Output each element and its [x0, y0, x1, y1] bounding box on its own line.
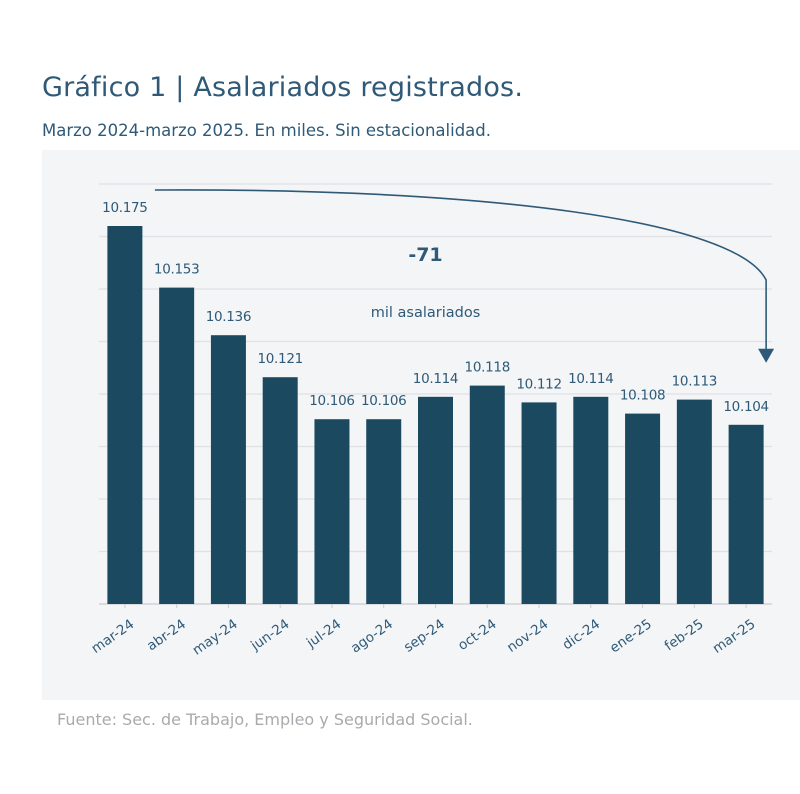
value-label-sep-24: 10.114	[413, 371, 458, 387]
bar-mar-25	[728, 424, 764, 604]
bar-ago-24	[366, 419, 402, 604]
x-tick-label-may-24: may-24	[190, 616, 241, 658]
annotation-arrow-head	[758, 348, 775, 363]
annotation-arrow-line	[154, 189, 767, 351]
value-label-mar-24: 10.175	[102, 200, 147, 216]
value-label-abr-24: 10.153	[154, 262, 199, 278]
annotation-value: -71	[408, 244, 442, 266]
bar-nov-24	[521, 402, 557, 604]
value-label-ago-24: 10.106	[361, 393, 406, 409]
bar-ene-25	[625, 413, 661, 604]
x-tick-label-ene-25: ene-25	[607, 616, 655, 656]
value-label-nov-24: 10.112	[516, 376, 561, 392]
value-label-feb-25: 10.113	[672, 374, 717, 390]
x-tick-label-dic-24: dic-24	[560, 616, 603, 653]
x-tick-label-jun-24: jun-24	[247, 616, 292, 654]
bar-mar-24	[107, 226, 143, 604]
annotation-label: mil asalariados	[371, 305, 481, 321]
value-label-ene-25: 10.108	[620, 388, 665, 404]
x-tick-label-nov-24: nov-24	[504, 616, 551, 656]
value-label-oct-24: 10.118	[465, 360, 510, 376]
x-tick-label-abr-24: abr-24	[144, 616, 189, 654]
value-label-jun-24: 10.121	[257, 351, 302, 367]
bar-abr-24	[159, 287, 195, 604]
bar-may-24	[210, 335, 246, 604]
bar-sep-24	[418, 396, 453, 604]
x-tick-label-ago-24: ago-24	[348, 616, 396, 656]
x-tick-label-oct-24: oct-24	[455, 616, 499, 654]
bar-feb-25	[676, 399, 712, 604]
value-label-jul-24: 10.106	[309, 393, 354, 409]
x-tick-label-mar-25: mar-25	[710, 616, 759, 657]
bar-jul-24	[314, 419, 350, 604]
source-note: Fuente: Sec. de Trabajo, Empleo y Seguri…	[57, 710, 473, 729]
value-label-may-24: 10.136	[206, 309, 251, 325]
value-label-dic-24: 10.114	[568, 371, 613, 387]
bar-dic-24	[573, 396, 609, 604]
chart-subtitle: Marzo 2024-marzo 2025. En miles. Sin est…	[42, 121, 492, 140]
x-tick-label-sep-24: sep-24	[401, 616, 448, 655]
bar-oct-24	[469, 385, 505, 604]
chart-title: Gráfico 1 | Asalariados registrados.	[42, 72, 524, 103]
value-label-mar-25: 10.104	[723, 399, 768, 415]
x-tick-label-feb-25: feb-25	[662, 616, 707, 654]
bar-jun-24	[262, 377, 298, 604]
x-tick-label-jul-24: jul-24	[303, 616, 344, 652]
x-tick-label-mar-24: mar-24	[89, 616, 138, 657]
